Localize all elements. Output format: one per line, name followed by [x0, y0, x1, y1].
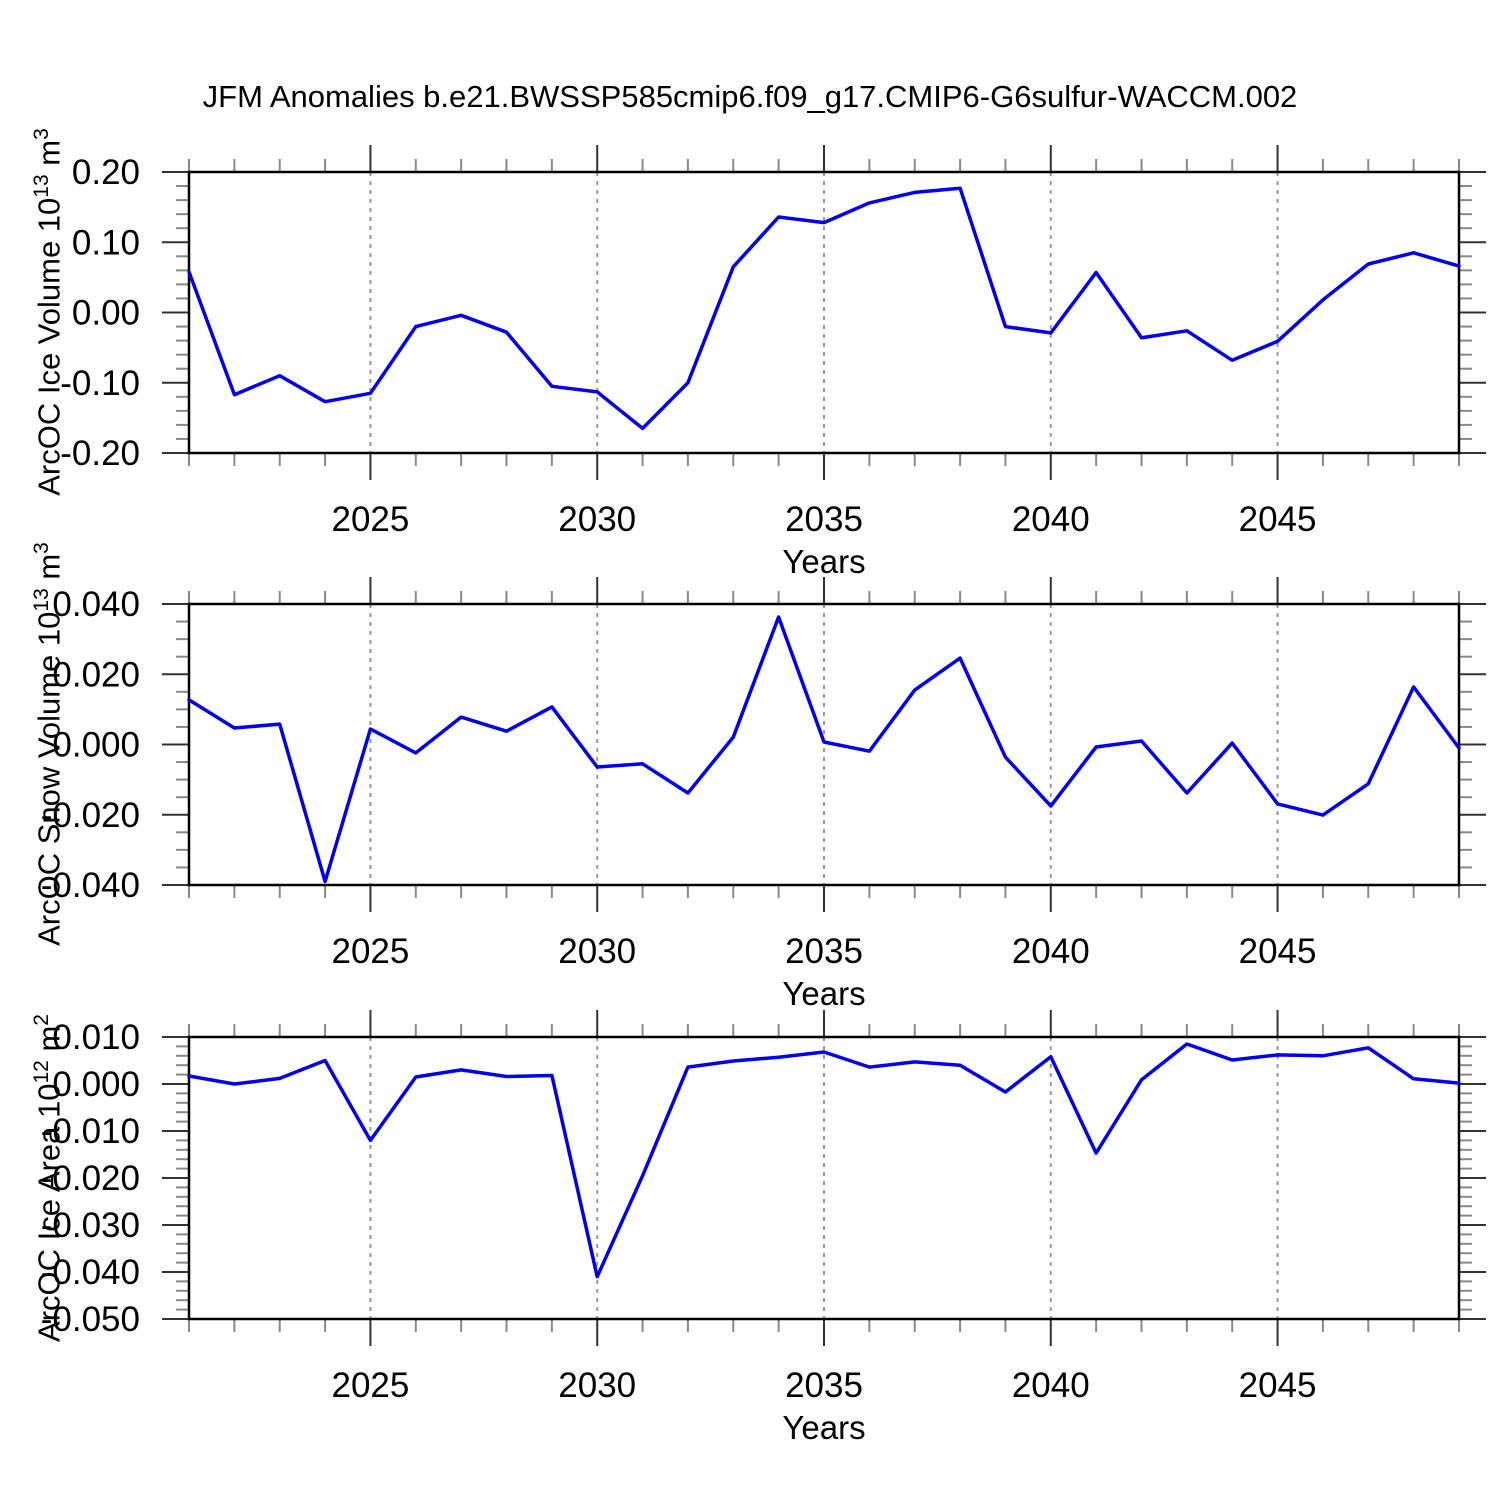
- snow-volume-ytick-label: -0.040: [41, 866, 140, 905]
- chart-title: JFM Anomalies b.e21.BWSSP585cmip6.f09_g1…: [202, 79, 1298, 114]
- snow-volume-xtick-label: 2030: [558, 932, 636, 971]
- ice-volume-plot-frame: [187, 170, 1461, 455]
- ice-area-xtick-label: 2030: [558, 1366, 636, 1405]
- exponent: 3: [30, 542, 53, 554]
- ice-area-xtick-label: 2025: [331, 1366, 409, 1405]
- ice-area-xtick-label: 2035: [785, 1366, 863, 1405]
- exponent: 3: [30, 128, 53, 140]
- snow-volume-series-line: [187, 615, 1461, 884]
- snow-volume-ytick-label: -0.020: [41, 796, 140, 835]
- ice-area-panel: 0.010 0.000 -0.010 -0.020 -0.030 -0.040 -0.050…: [41, 1010, 1486, 1405]
- ice-volume-xtick-label: 2035: [785, 500, 863, 539]
- ice-area-ytick-label: -0.020: [41, 1159, 140, 1198]
- ice-area-xtick-label: 2045: [1239, 1366, 1317, 1405]
- ice-volume-ytick-label: 0.00: [72, 294, 140, 333]
- ice-volume-ytick-label: -0.20: [60, 434, 140, 473]
- ice-area-ytick-label: 0.010: [52, 1018, 140, 1057]
- snow-volume-xtick-label: 2040: [1012, 932, 1090, 971]
- unit: m: [31, 139, 67, 175]
- ice-volume-ytick-label: -0.10: [60, 364, 140, 403]
- exponent: 12: [30, 1060, 53, 1084]
- snow-volume-plot-frame: [187, 602, 1461, 887]
- ice-volume-series-line: [187, 186, 1461, 431]
- ice-volume-panel: 0.20 0.10 0.00 -0.10 -0.20 2025 2030 2035 2040 20…: [60, 145, 1486, 539]
- ice-volume-xtick-label: 2025: [331, 500, 409, 539]
- snow-volume-ytick-label: 0.040: [52, 585, 140, 624]
- ice-area-series-line: [187, 1042, 1461, 1279]
- unit: m: [31, 553, 67, 589]
- x-axis-title-snow-volume: Years: [782, 975, 866, 1012]
- ice-area-xtick-label: 2040: [1012, 1366, 1090, 1405]
- ice-volume-xtick-label: 2040: [1012, 500, 1090, 539]
- exponent: 13: [30, 588, 53, 612]
- snow-volume-xtick-label: 2045: [1239, 932, 1317, 971]
- ice-area-ytick-label: -0.010: [41, 1112, 140, 1151]
- ice-area-ytick-label: 0.000: [52, 1065, 140, 1104]
- snow-volume-xtick-label: 2025: [331, 932, 409, 971]
- snow-volume-panel: 0.040 0.020 0.000 -0.020 -0.040 2025 2030 2035 2…: [41, 577, 1486, 971]
- ice-area-y-axis-title: ArcOC Ice Area 1012 m2: [21, 878, 67, 1478]
- exponent: 2: [30, 1014, 53, 1026]
- snow-volume-ytick-label: 0.020: [52, 655, 140, 694]
- ice-volume-ytick-label: 0.20: [72, 153, 140, 192]
- x-axis-title-ice-area: Years: [782, 1409, 866, 1446]
- snow-volume-xtick-label: 2035: [785, 932, 863, 971]
- ice-area-ytick-label: -0.030: [41, 1206, 140, 1245]
- ice-area-plot-frame: [187, 1035, 1461, 1321]
- x-axis-title-ice-volume: Years: [782, 543, 866, 580]
- unit: m: [31, 1025, 67, 1061]
- ice-area-ytick-label: -0.040: [41, 1253, 140, 1292]
- snow-volume-ytick-label: 0.000: [52, 726, 140, 765]
- y-axis-title-text: ArcOC Ice Area 10: [31, 1083, 67, 1342]
- ice-volume-ytick-label: 0.10: [72, 223, 140, 262]
- ice-area-ytick-label: -0.050: [41, 1300, 140, 1339]
- ice-volume-xtick-label: 2045: [1239, 500, 1317, 539]
- exponent: 13: [30, 174, 53, 198]
- ice-volume-xtick-label: 2030: [558, 500, 636, 539]
